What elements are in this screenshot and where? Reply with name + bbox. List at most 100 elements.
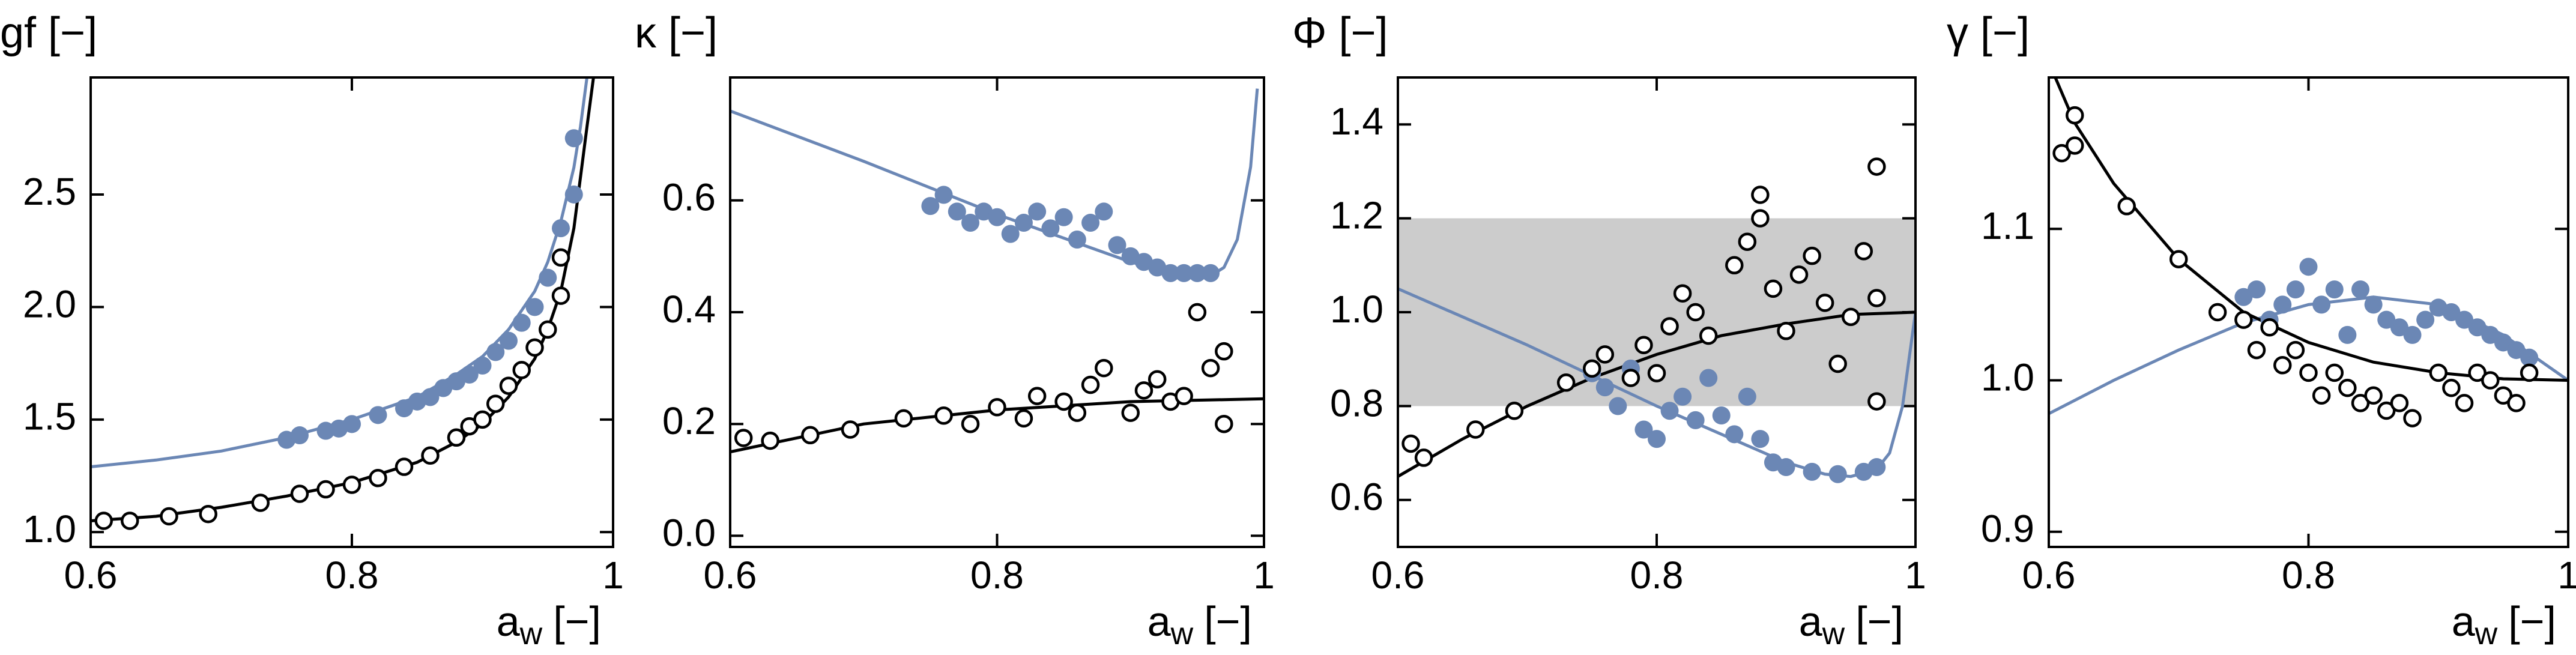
data-point bbox=[1764, 279, 1783, 298]
data-point bbox=[486, 343, 505, 361]
data-point bbox=[1828, 354, 1847, 373]
data-point bbox=[421, 388, 440, 406]
data-point bbox=[1068, 230, 1086, 249]
data-point bbox=[1738, 232, 1757, 251]
data-point bbox=[2390, 318, 2408, 337]
data-point bbox=[1751, 430, 1770, 448]
data-point bbox=[1188, 303, 1207, 322]
data-point bbox=[1134, 381, 1153, 400]
data-point bbox=[1108, 236, 1126, 255]
x-axis-label-base: a bbox=[1147, 598, 1171, 645]
y-tick-label: 2.0 bbox=[23, 282, 76, 325]
data-point bbox=[2286, 280, 2305, 299]
data-point bbox=[2325, 363, 2344, 382]
data-point bbox=[552, 219, 570, 238]
y-tick-label: 1.1 bbox=[1981, 204, 2034, 247]
data-point bbox=[2364, 386, 2383, 405]
data-point bbox=[1028, 202, 1047, 221]
data-point bbox=[291, 426, 309, 445]
data-point bbox=[1621, 369, 1640, 387]
x-axis-label-base: a bbox=[497, 598, 520, 645]
data-point bbox=[761, 431, 779, 450]
data-point bbox=[1215, 342, 1233, 361]
data-point bbox=[1014, 409, 1033, 428]
x-axis-label: aw [−] bbox=[1799, 598, 1903, 651]
data-point bbox=[2066, 106, 2084, 125]
data-point bbox=[2234, 288, 2253, 306]
data-point bbox=[1202, 264, 1220, 282]
x-axis-label: aw [−] bbox=[1147, 598, 1252, 651]
data-point bbox=[1660, 402, 1679, 420]
data-point bbox=[1828, 465, 1847, 483]
data-point bbox=[1854, 242, 1873, 261]
data-point bbox=[734, 429, 753, 447]
data-point bbox=[421, 446, 440, 465]
data-point bbox=[2455, 394, 2474, 412]
panel: κ [−] 0.0 0.2 0.4 0.6 0.6 0.8 1 aw [−] bbox=[635, 9, 1275, 651]
data-point bbox=[1789, 265, 1809, 284]
data-point bbox=[2416, 310, 2435, 329]
data-point bbox=[1161, 264, 1180, 282]
panel: Φ [−] 0.6 0.8 1.0 1.2 1.4 0.6 0.8 1 aw [−] bbox=[1292, 9, 1926, 651]
data-point bbox=[473, 356, 492, 375]
data-point bbox=[1867, 157, 1886, 176]
data-point bbox=[961, 214, 980, 232]
y-tick-label: 1.5 bbox=[23, 395, 76, 438]
data-point bbox=[316, 480, 335, 499]
data-point bbox=[486, 394, 505, 413]
data-point bbox=[2234, 310, 2253, 329]
data-point bbox=[988, 208, 1006, 226]
data-point bbox=[1175, 264, 1193, 282]
data-point bbox=[342, 475, 361, 494]
data-point bbox=[199, 505, 217, 524]
data-point bbox=[525, 298, 544, 316]
data-point bbox=[2208, 303, 2227, 322]
data-point bbox=[2507, 394, 2526, 412]
x-tick-label: 0.8 bbox=[325, 554, 379, 597]
data-point bbox=[2468, 318, 2487, 337]
data-point bbox=[1777, 322, 1795, 340]
data-point bbox=[1175, 387, 1193, 405]
y-tick-label: 1.2 bbox=[1330, 194, 1383, 237]
data-point bbox=[1751, 186, 1770, 204]
data-point bbox=[1634, 336, 1653, 354]
data-point bbox=[1121, 403, 1140, 422]
x-axis-label-base: a bbox=[1799, 598, 1822, 645]
x-axis-label: aw [−] bbox=[2452, 598, 2556, 651]
x-tick-label: 1 bbox=[1253, 554, 1275, 597]
data-point bbox=[1095, 202, 1113, 221]
data-point bbox=[1505, 401, 1524, 420]
data-point bbox=[2481, 325, 2500, 344]
data-point bbox=[1401, 434, 1420, 453]
data-point bbox=[948, 202, 966, 221]
data-point bbox=[525, 338, 544, 357]
data-point bbox=[2052, 143, 2071, 163]
data-point bbox=[2299, 258, 2318, 276]
x-tick-label: 0.6 bbox=[704, 554, 757, 597]
data-point bbox=[2351, 280, 2369, 299]
data-point bbox=[1609, 397, 1627, 415]
data-point bbox=[1699, 369, 1718, 387]
curve bbox=[2049, 295, 2568, 415]
data-point bbox=[934, 186, 953, 204]
data-point bbox=[1673, 387, 1692, 406]
x-axis-label-subscript: w bbox=[2475, 617, 2498, 651]
plot-frame bbox=[1397, 76, 1917, 548]
x-tick-label: 0.8 bbox=[970, 554, 1024, 597]
data-point bbox=[1215, 414, 1233, 433]
data-point bbox=[1583, 359, 1601, 378]
data-point bbox=[369, 406, 387, 424]
data-point bbox=[934, 406, 953, 425]
data-point bbox=[2520, 363, 2539, 382]
data-point bbox=[1803, 246, 1821, 265]
data-point bbox=[1815, 294, 1834, 312]
data-point bbox=[1673, 284, 1692, 303]
data-point bbox=[841, 420, 860, 439]
data-point bbox=[121, 512, 139, 530]
x-tick-label: 0.6 bbox=[64, 554, 118, 597]
y-tick-label: 1.0 bbox=[1981, 355, 2034, 399]
data-point bbox=[2338, 325, 2357, 344]
data-point bbox=[2429, 363, 2448, 382]
x-tick-label: 1 bbox=[602, 554, 624, 597]
